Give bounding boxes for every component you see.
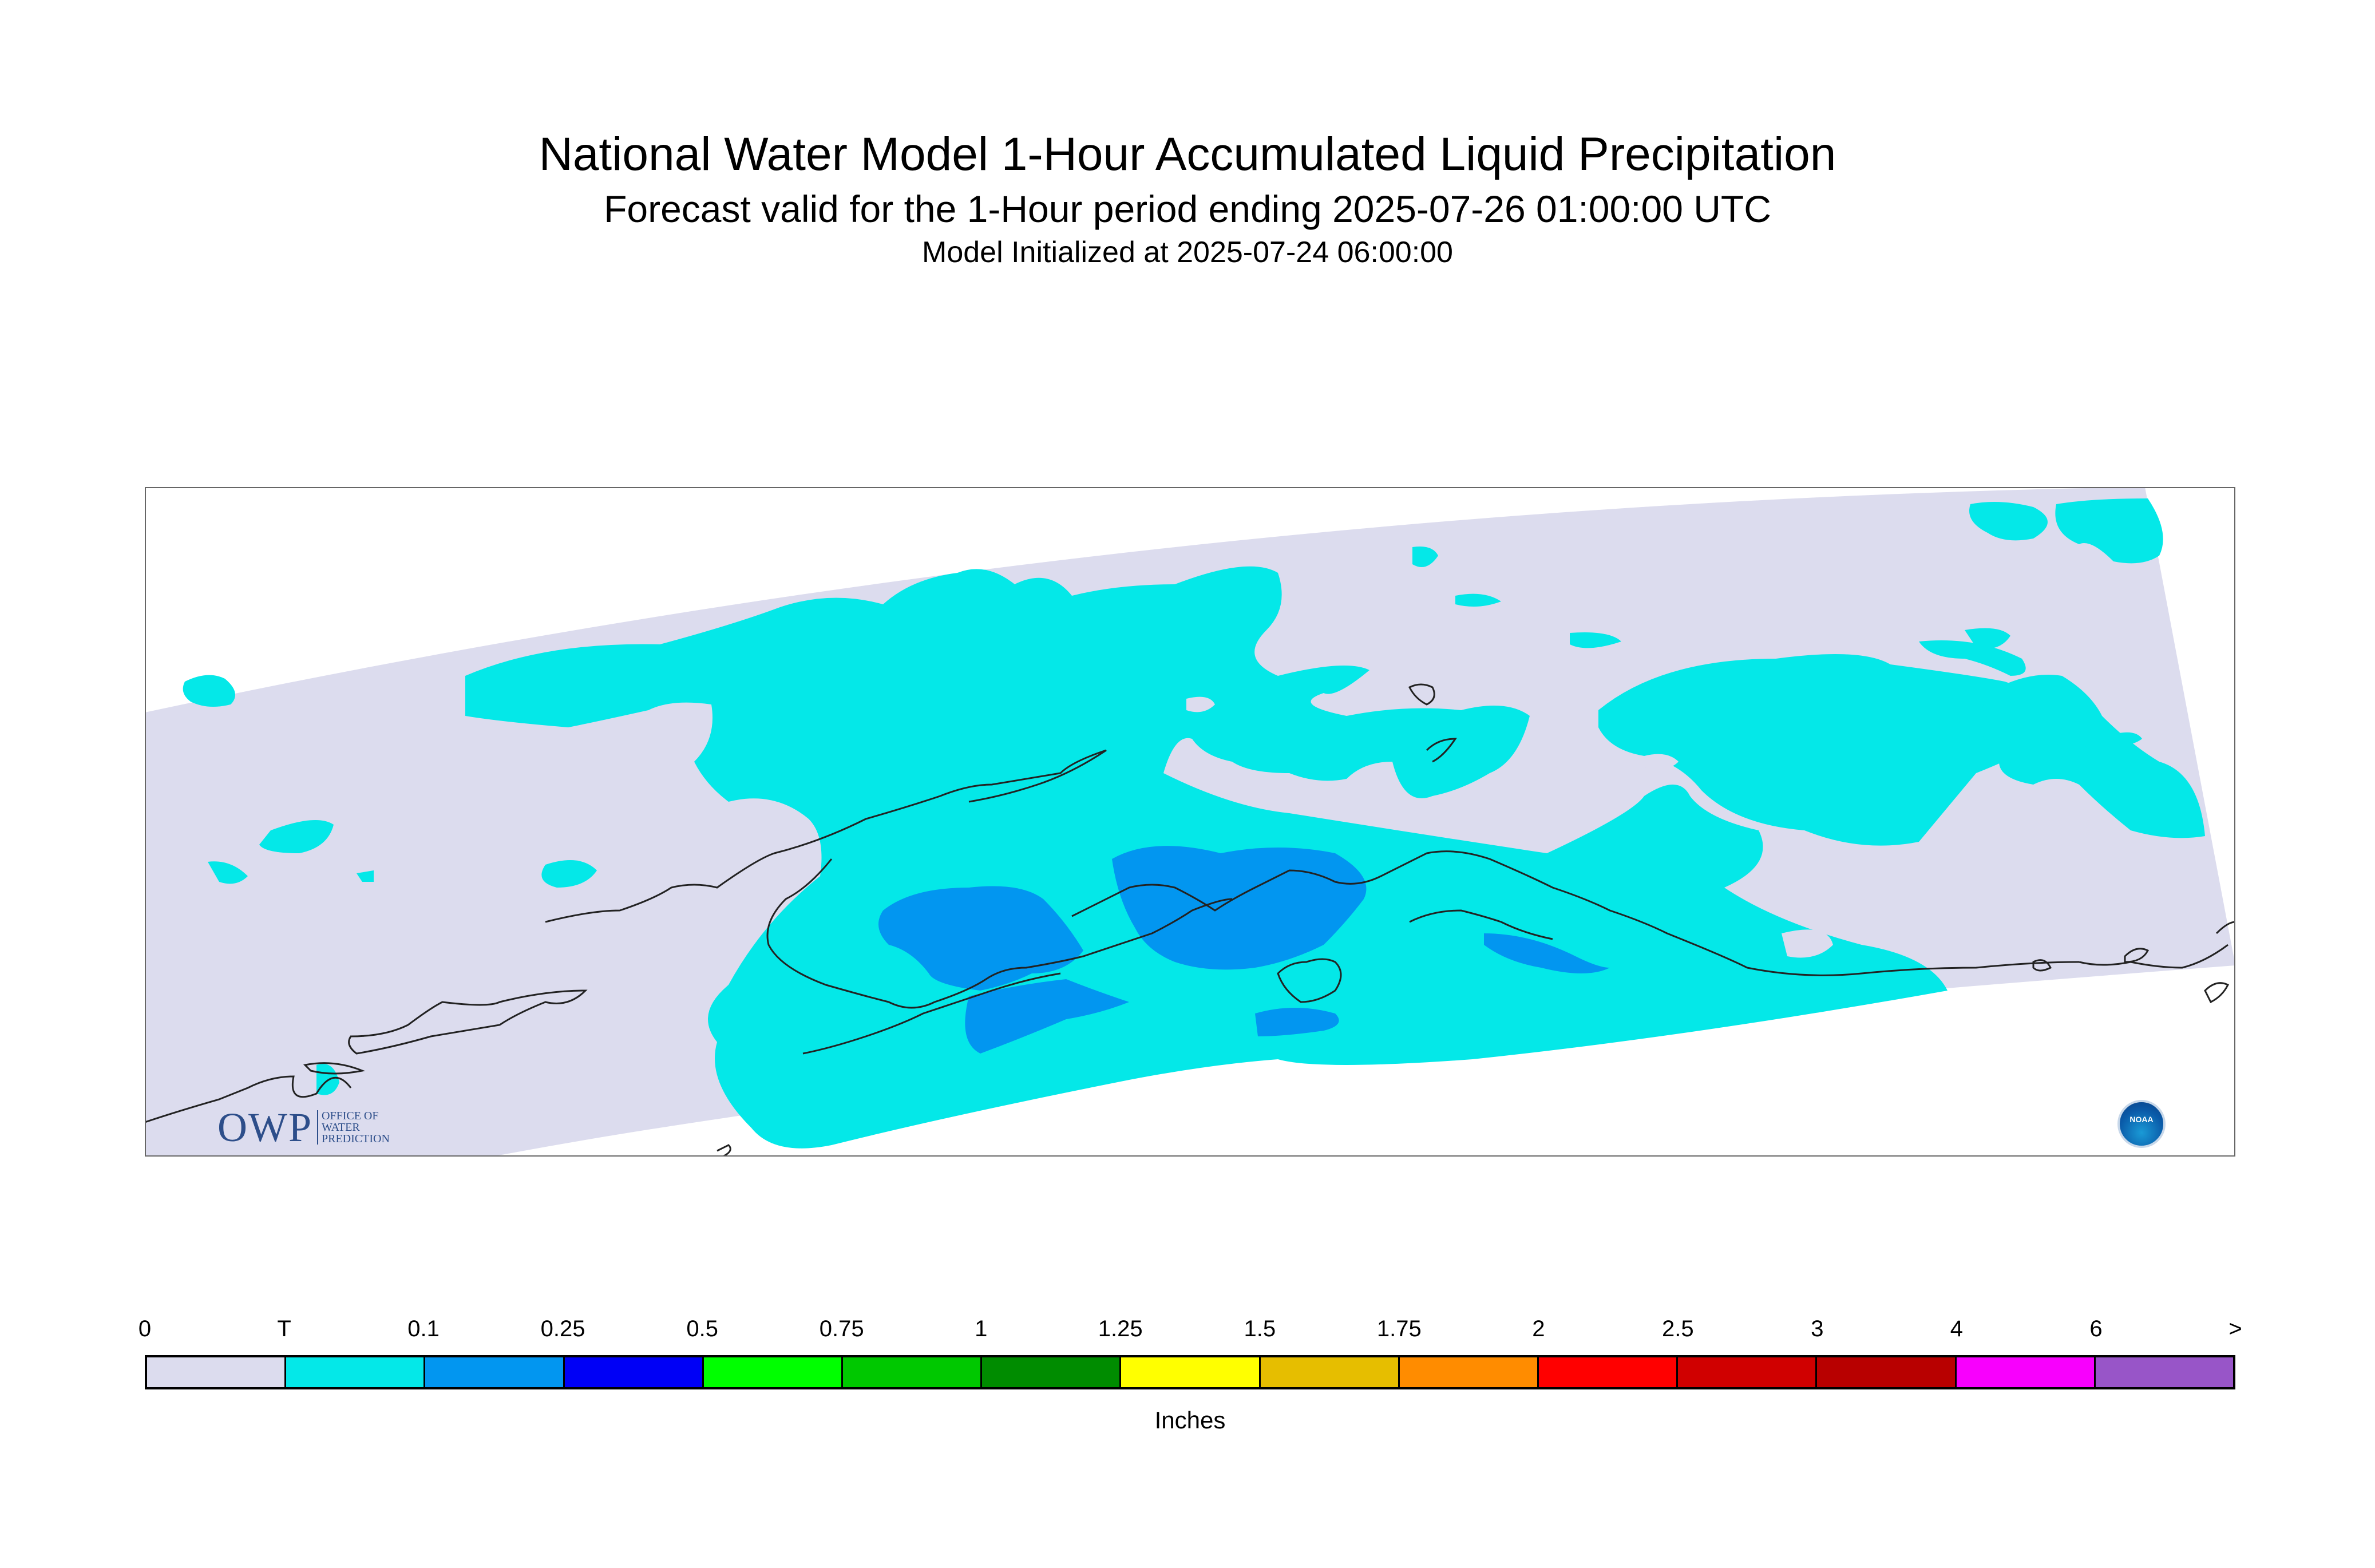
- map-frame: [145, 487, 2235, 1157]
- map-title: National Water Model 1-Hour Accumulated …: [539, 128, 1836, 180]
- legend-tick-label: 6: [2089, 1316, 2103, 1341]
- coastline-se: [717, 1144, 731, 1157]
- legend-tick-label: >: [2228, 1316, 2242, 1341]
- model-init-time: Model Initialized at 2025-07-24 06:00:00: [922, 236, 1453, 269]
- legend-tick-label: 1.25: [1098, 1316, 1143, 1341]
- legend-tick-label: 0.75: [819, 1316, 864, 1341]
- legend: 0 T 0.1 0.25 0.5 0.75 1 1.25 1.5 1.75 2 2.5 3 4 6 > Inc…: [138, 1316, 2242, 1448]
- legend-ticks: 0 T 0.1 0.25 0.5 0.75 1 1.25 1.5 1.75 2 2.5 3 4 6 >: [138, 1316, 2242, 1351]
- legend-tick-label: 1.75: [1376, 1316, 1422, 1341]
- coastline-mainland: [145, 1075, 352, 1123]
- precip-trace-area-w1: [183, 675, 235, 707]
- precip-0.1in-area-5: [1255, 1008, 1339, 1036]
- coastline-island-3: [2204, 982, 2230, 1004]
- precipitation-map: [145, 487, 2235, 1157]
- legend-swatch-8: [1260, 1357, 1400, 1387]
- coastline-sw: [303, 1062, 366, 1075]
- coastline-ne: [2215, 921, 2235, 935]
- coastline-panhandle: [2079, 944, 2228, 969]
- coastline-prince-william: [1409, 909, 1553, 940]
- dry-gap-3: [1782, 929, 1833, 958]
- precip-trace-area-n5: [1919, 640, 2026, 676]
- coastline-island-1: [1408, 683, 1435, 706]
- precip-0.1in-area-4: [1484, 933, 1610, 973]
- precip-0.1in-area-3: [965, 979, 1129, 1054]
- precip-trace-area-n6: [2056, 742, 2091, 758]
- legend-swatch-12: [1817, 1357, 1957, 1387]
- coastline-kodiak: [1277, 958, 1342, 1003]
- precip-trace-area-ne: [2055, 498, 2163, 564]
- coastline-norton: [545, 749, 1107, 923]
- precip-trace-area-w5: [357, 870, 374, 882]
- precip-trace-area-se: [1981, 675, 2205, 838]
- precip-trace-area-n8: [541, 860, 597, 888]
- legend-tick-label: 1.5: [1244, 1316, 1276, 1341]
- legend-swatch-1: [286, 1357, 426, 1387]
- owp-logo: OWP OFFICE OF WATER PREDICTION: [217, 1104, 390, 1150]
- coastline-island-2: [1426, 738, 1457, 763]
- coastline-seward: [348, 989, 588, 1055]
- legend-swatch-11: [1678, 1357, 1818, 1387]
- precip-trace-area-n4: [1570, 632, 1621, 648]
- coastline-island-4: [2032, 959, 2052, 972]
- legend-tick-label: 0.25: [540, 1316, 585, 1341]
- legend-tick-label: 3: [1811, 1316, 1824, 1341]
- legend-tick-label: 0.1: [407, 1316, 440, 1341]
- title-block: National Water Model 1-Hour Accumulated …: [0, 126, 2375, 270]
- legend-tick-label: T: [277, 1316, 291, 1341]
- precip-0.1in-area-2: [1112, 846, 1367, 970]
- legend-tick-label: 4: [1950, 1316, 1964, 1341]
- legend-swatch-7: [1121, 1357, 1261, 1387]
- map-subtitle: Forecast valid for the 1-Hour period end…: [604, 188, 1771, 230]
- legend-swatch-6: [982, 1357, 1122, 1387]
- legend-tick-label: 2.5: [1662, 1316, 1694, 1341]
- legend-swatch-5: [843, 1357, 983, 1387]
- legend-swatch-13: [1956, 1357, 2096, 1387]
- legend-tick-label: 0: [138, 1316, 152, 1341]
- precip-trace-area-w4: [208, 861, 248, 884]
- precip-trace-area-east: [1598, 654, 2068, 846]
- coastline-bristol: [766, 858, 1233, 1009]
- precip-trace-area-n2: [1455, 593, 1501, 607]
- noaa-logo-text: NOAA: [2129, 1115, 2154, 1124]
- legend-swatch-9: [1399, 1357, 1539, 1387]
- dry-gap-2: [1644, 754, 1679, 770]
- precip-0.1in-area-1: [878, 886, 1083, 991]
- legend-tick-label: 2: [1532, 1316, 1545, 1341]
- owp-logo-subtitle: OFFICE OF WATER PREDICTION: [317, 1110, 390, 1145]
- legend-swatch-4: [703, 1357, 844, 1387]
- legend-tick-label: 1: [975, 1316, 988, 1341]
- coastline-island-5: [2124, 948, 2150, 963]
- precip-trace-area-n1: [1412, 547, 1438, 567]
- dry-gap-1: [1186, 696, 1215, 712]
- legend-color-bar: [145, 1355, 2235, 1389]
- coastlines: [145, 683, 2235, 1157]
- precip-trace-area-nw: [1969, 502, 2048, 541]
- noaa-logo: NOAA: [2117, 1100, 2166, 1148]
- precip-trace-area-n7: [2119, 732, 2142, 744]
- legend-units: Inches: [1154, 1407, 1226, 1434]
- legend-tick-label: 0.5: [686, 1316, 718, 1341]
- legend-swatch-3: [564, 1357, 704, 1387]
- legend-swatch-10: [1539, 1357, 1679, 1387]
- legend-swatch-2: [425, 1357, 565, 1387]
- legend-swatch-14: [2095, 1357, 2234, 1387]
- legend-swatch-0: [147, 1357, 287, 1387]
- coastline-inlet: [1071, 850, 2080, 976]
- coastline-alaska-peninsula: [802, 972, 1061, 1055]
- owp-logo-text: OWP: [217, 1104, 312, 1150]
- precip-trace-area-w2: [259, 820, 334, 853]
